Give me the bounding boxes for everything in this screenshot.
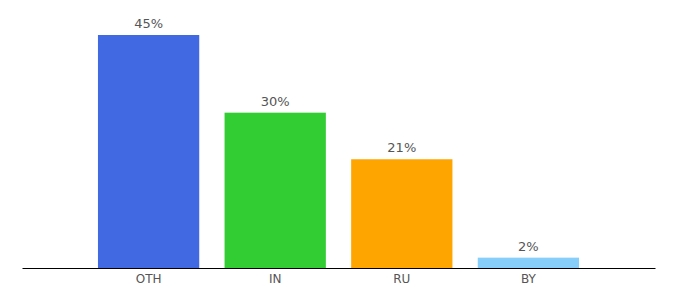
- x-tick: IN: [269, 272, 282, 286]
- data-label: 2%: [518, 239, 539, 254]
- x-tick-label: BY: [521, 272, 537, 286]
- bar: [351, 159, 452, 268]
- x-tick-label: IN: [269, 272, 282, 286]
- data-label: 30%: [261, 94, 290, 109]
- x-tick: RU: [393, 272, 410, 286]
- data-label: 21%: [387, 140, 416, 155]
- x-axis-line: [23, 268, 656, 269]
- data-labels: 45% 30% 21% 2%: [134, 16, 539, 254]
- x-axis: OTH IN RU BY: [23, 269, 656, 286]
- x-tick-label: OTH: [136, 272, 162, 286]
- bar: [478, 258, 579, 268]
- bar: [225, 113, 326, 268]
- bars: [98, 35, 579, 268]
- bar: [98, 35, 199, 268]
- chart: 45% 30% 21% 2% OTH IN RU BY: [0, 0, 680, 300]
- x-tick: OTH: [136, 272, 162, 286]
- x-tick: BY: [521, 272, 537, 286]
- data-label: 45%: [134, 16, 163, 31]
- x-tick-label: RU: [393, 272, 410, 286]
